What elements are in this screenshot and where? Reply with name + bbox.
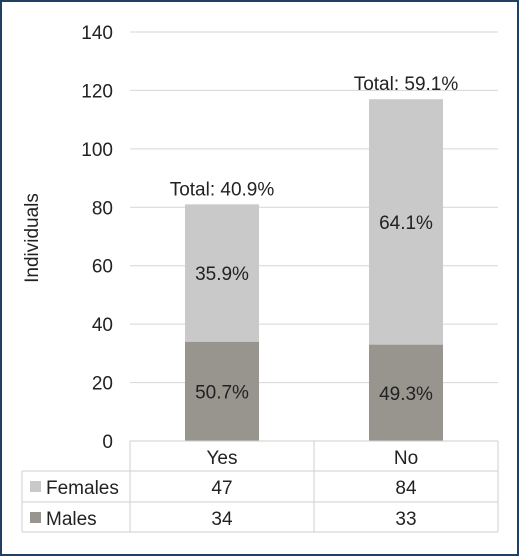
- segment-label: 35.9%: [195, 264, 249, 285]
- bar-segment-males-yes: [185, 341, 259, 441]
- total-label: Total: 40.9%: [170, 179, 275, 200]
- y-axis-ticks: 0 20 40 60 80 100 120 140: [81, 23, 113, 453]
- legend-label-females: Females: [46, 478, 119, 499]
- segment-label: 49.3%: [379, 384, 433, 405]
- bar-segment-males-no: [369, 344, 443, 441]
- y-tick-label: 80: [92, 198, 113, 219]
- x-category-label: No: [394, 448, 418, 469]
- segment-label: 50.7%: [195, 382, 249, 403]
- y-tick-label: 0: [102, 432, 113, 453]
- y-axis-label: Individuals: [22, 193, 43, 283]
- bar-segment-females-yes: [185, 204, 259, 342]
- y-tick-label: 20: [92, 374, 113, 395]
- bar-segment-females-no: [369, 99, 443, 345]
- legend-swatch-females: [30, 481, 41, 492]
- legend-label-males: Males: [46, 509, 97, 530]
- bars: [185, 99, 443, 441]
- table-cell: 33: [395, 509, 416, 530]
- x-category-label: Yes: [207, 448, 238, 469]
- table-cell: 84: [395, 478, 417, 499]
- segment-labels: 50.7% 35.9% 49.3% 64.1%: [195, 213, 433, 405]
- y-tick-label: 120: [81, 81, 113, 102]
- legend-swatch-males: [30, 512, 41, 523]
- y-tick-label: 140: [81, 23, 113, 44]
- total-labels: Total: 40.9% Total: 59.1%: [170, 74, 459, 200]
- table-cell: 34: [211, 509, 233, 530]
- data-table: Yes No Females 47 84 Males 34 33: [21, 440, 499, 533]
- y-tick-label: 60: [92, 257, 113, 278]
- y-tick-label: 100: [81, 140, 113, 161]
- segment-label: 64.1%: [379, 213, 433, 234]
- total-label: Total: 59.1%: [354, 74, 459, 95]
- y-tick-label: 40: [92, 315, 113, 336]
- table-cell: 47: [211, 478, 232, 499]
